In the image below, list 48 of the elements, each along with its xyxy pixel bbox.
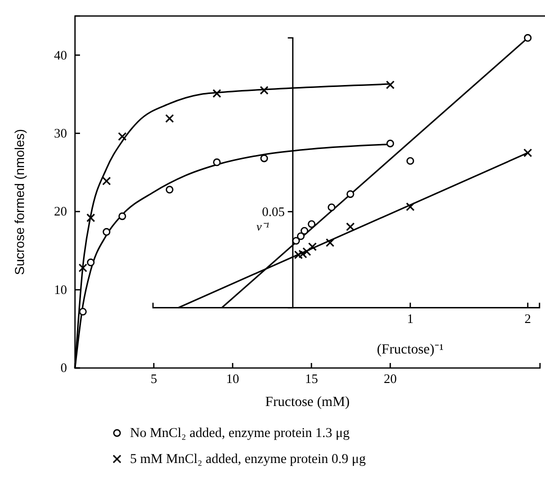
point (326, 238, 334, 248)
point (300, 226, 308, 235)
point (102, 176, 111, 186)
point (118, 132, 127, 141)
point (213, 158, 221, 166)
point (346, 190, 354, 198)
legend-label: 5 mM MnCl₂ added, enzyme protein 0.9 μg (130, 451, 366, 466)
point (308, 220, 316, 228)
y-tick-label: 10 (54, 282, 67, 297)
point (406, 157, 414, 165)
x-tick-label: 10 (226, 371, 240, 386)
x-axis-title: (Fructose)⁻¹ (376, 342, 444, 358)
point (165, 114, 174, 123)
point (78, 264, 88, 272)
x-tick-label: 2 (524, 310, 531, 326)
x-tick-label: 1 (407, 310, 414, 326)
point (328, 203, 336, 212)
annotation: 0.05 (262, 204, 285, 219)
point (298, 250, 308, 258)
point (102, 228, 110, 236)
point (386, 140, 394, 148)
point (523, 148, 532, 158)
y-axis-title: v⁻¹ (256, 219, 270, 234)
point (260, 154, 268, 162)
y-tick-label: 30 (54, 125, 67, 140)
point (86, 258, 95, 266)
point (524, 34, 532, 42)
x-tick-label: 15 (304, 371, 318, 386)
x-tick-label: 20 (384, 371, 397, 386)
y-tick-label: 0 (60, 360, 67, 376)
y-tick-label: 20 (54, 204, 67, 219)
x-tick-label: 5 (150, 371, 158, 386)
point (296, 232, 305, 240)
point (260, 86, 269, 95)
y-tick-label: 40 (54, 47, 67, 62)
point (86, 213, 96, 222)
legend-label: No MnCl₂ added, enzyme protein 1.3 μg (130, 425, 350, 440)
point (212, 89, 222, 98)
point (386, 80, 395, 90)
point (406, 202, 415, 212)
point (166, 186, 174, 194)
point (346, 222, 355, 232)
y-axis-title: Sucrose formed (nmoles) (12, 129, 27, 275)
point (308, 242, 317, 252)
point (118, 212, 126, 220)
x-axis-title: Fructose (mM) (265, 395, 350, 410)
point (79, 308, 87, 316)
point (292, 236, 300, 245)
